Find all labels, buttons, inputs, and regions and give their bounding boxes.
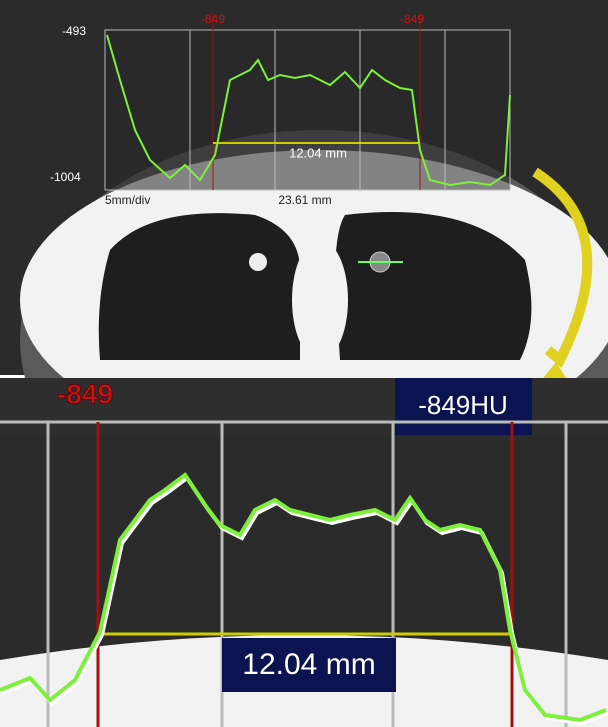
y-min-label: -1004 — [50, 170, 81, 184]
mediastinum — [292, 240, 348, 360]
figure: -493 -1004 -849 -849 5mm/div 23.61 mm 12… — [0, 0, 608, 727]
y-max-label: -493 — [62, 24, 86, 38]
left-lung — [99, 213, 300, 360]
width-label: 12.04 mm — [289, 145, 347, 160]
vessel — [249, 253, 267, 271]
callout: -849HU — [418, 390, 508, 420]
cursor-label: -849 — [400, 12, 424, 26]
width-label: 12.04 mm — [242, 648, 375, 681]
total-length: 23.61 mm — [278, 193, 331, 207]
scale-label: 5mm/div — [105, 193, 150, 207]
profile-box — [105, 30, 510, 190]
zoom-header — [532, 378, 608, 435]
cursor-label: -849 — [201, 12, 225, 26]
cursor-label: -849 — [57, 378, 113, 409]
